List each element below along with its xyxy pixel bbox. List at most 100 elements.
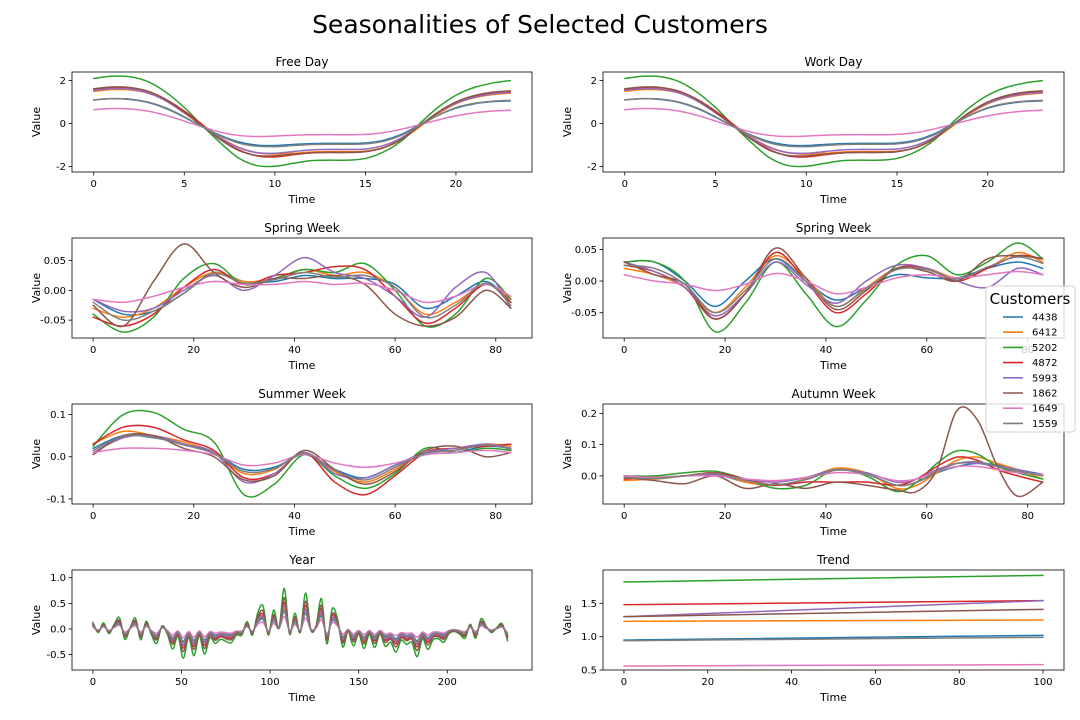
series-line-5993 <box>623 599 1044 618</box>
legend-frame <box>985 285 1076 433</box>
legend-title: Customers <box>990 290 1071 308</box>
panel-title: Year <box>288 553 314 567</box>
y-axis-label: Value <box>30 107 43 137</box>
legend-entries: 4438 6412 5202 4872 5993 1862 1649 1559 <box>1003 313 1057 430</box>
panel-title: Summer Week <box>258 387 346 401</box>
y-axis-label: Value <box>30 273 43 303</box>
series-line-1649 <box>92 107 512 138</box>
series-lines <box>92 75 512 168</box>
series-line-1559 <box>623 636 1044 642</box>
panel-summer-week: 0 20 40 60 80 -0.1 0.0 0.1 Summer Week Time Value <box>30 387 533 538</box>
x-tick-label: 20 <box>450 179 463 190</box>
series-line-6412 <box>623 619 1044 623</box>
y-tick-label: 0 <box>60 119 66 130</box>
x-axis-label: Time <box>819 193 847 206</box>
x-tick-label: 0 <box>621 677 627 688</box>
x-tick-label: 0 <box>621 511 627 522</box>
legend-label-1649: 1649 <box>1032 404 1057 415</box>
x-tick-label: 200 <box>438 677 457 688</box>
panel-spring-week-left: 0 20 40 60 80 -0.05 0.00 0.05 Spring Week Time Val… <box>30 221 533 372</box>
axes-frame <box>602 569 1065 671</box>
panel-title: Work Day <box>805 55 863 69</box>
x-axis-label: Time <box>819 691 847 704</box>
x-tick-label: 20 <box>719 345 732 356</box>
series-line-1862 <box>623 247 1044 320</box>
x-tick-label: 0 <box>621 345 627 356</box>
x-tick-label: 15 <box>891 179 904 190</box>
legend-label-1559: 1559 <box>1032 419 1057 430</box>
x-tick-label: 80 <box>489 511 502 522</box>
y-axis-label: Value <box>561 605 574 635</box>
axes-frame <box>71 403 533 505</box>
x-tick-label: 15 <box>359 179 372 190</box>
panel-title: Free Day <box>276 55 329 69</box>
legend-label-5993: 5993 <box>1032 373 1057 384</box>
x-tick-label: 50 <box>175 677 188 688</box>
legend-label-4872: 4872 <box>1032 358 1057 369</box>
x-tick-label: 0 <box>622 179 628 190</box>
x-tick-label: 0 <box>90 345 96 356</box>
panel-title: Trend <box>816 553 850 567</box>
x-axis-label: Time <box>819 525 847 538</box>
axes-frame <box>71 71 533 173</box>
x-tick-label: 40 <box>820 345 833 356</box>
series-line-1649 <box>92 280 512 304</box>
series-line-1559 <box>92 271 512 322</box>
x-tick-label: 60 <box>920 511 933 522</box>
y-tick-label: -0.05 <box>571 308 597 319</box>
series-lines <box>92 409 512 498</box>
x-tick-label: 20 <box>187 345 200 356</box>
series-line-1559 <box>623 460 1044 487</box>
series-lines <box>624 75 1043 168</box>
legend-label-6412: 6412 <box>1032 328 1057 339</box>
y-tick-label: -2 <box>56 162 66 173</box>
x-tick-label: 80 <box>953 677 966 688</box>
series-lines <box>92 243 512 333</box>
panel-title: Spring Week <box>264 221 339 235</box>
x-tick-label: 5 <box>712 179 718 190</box>
y-tick-label: 1.5 <box>581 599 597 610</box>
panel-title: Autumn Week <box>791 387 875 401</box>
legend-label-5202: 5202 <box>1032 343 1057 354</box>
x-axis-label: Time <box>288 525 316 538</box>
series-line-1559 <box>92 609 509 644</box>
series-line-1649 <box>624 107 1043 138</box>
series-line-1649 <box>623 270 1044 295</box>
x-tick-label: 80 <box>489 345 502 356</box>
x-tick-label: 5 <box>181 179 187 190</box>
x-axis-label: Time <box>288 359 316 372</box>
y-tick-label: -0.5 <box>46 650 66 661</box>
series-line-1862 <box>623 406 1044 498</box>
y-axis-label: Value <box>30 439 43 469</box>
x-tick-label: 40 <box>820 511 833 522</box>
y-axis-label: Value <box>561 107 574 137</box>
y-tick-label: 2 <box>60 76 66 87</box>
series-line-5202 <box>624 75 1043 168</box>
x-tick-label: 60 <box>389 345 402 356</box>
series-line-1862 <box>92 86 512 157</box>
series-line-1862 <box>92 243 512 328</box>
series-line-1862 <box>92 596 509 653</box>
y-axis-label: Value <box>561 439 574 469</box>
series-line-5202 <box>623 574 1044 583</box>
y-tick-label: 0.2 <box>581 409 597 420</box>
series-line-5993 <box>623 462 1044 484</box>
y-tick-label: 0.05 <box>44 256 66 267</box>
y-tick-label: 0.5 <box>581 666 597 677</box>
series-lines <box>623 406 1044 498</box>
axes-frame <box>602 71 1065 173</box>
series-line-5202 <box>92 75 512 168</box>
y-tick-label: 2 <box>591 76 597 87</box>
x-tick-label: 0 <box>91 179 97 190</box>
series-line-1862 <box>624 86 1043 157</box>
x-axis-label: Time <box>819 359 847 372</box>
series-line-1559 <box>624 97 1043 148</box>
series-line-1559 <box>623 256 1044 314</box>
x-tick-label: 60 <box>869 677 882 688</box>
y-tick-label: -2 <box>587 162 597 173</box>
axes-frame <box>71 237 533 339</box>
x-axis-label: Time <box>288 691 316 704</box>
axes-frame <box>71 569 533 671</box>
x-tick-label: 100 <box>261 677 280 688</box>
y-tick-label: 0.0 <box>581 471 597 482</box>
